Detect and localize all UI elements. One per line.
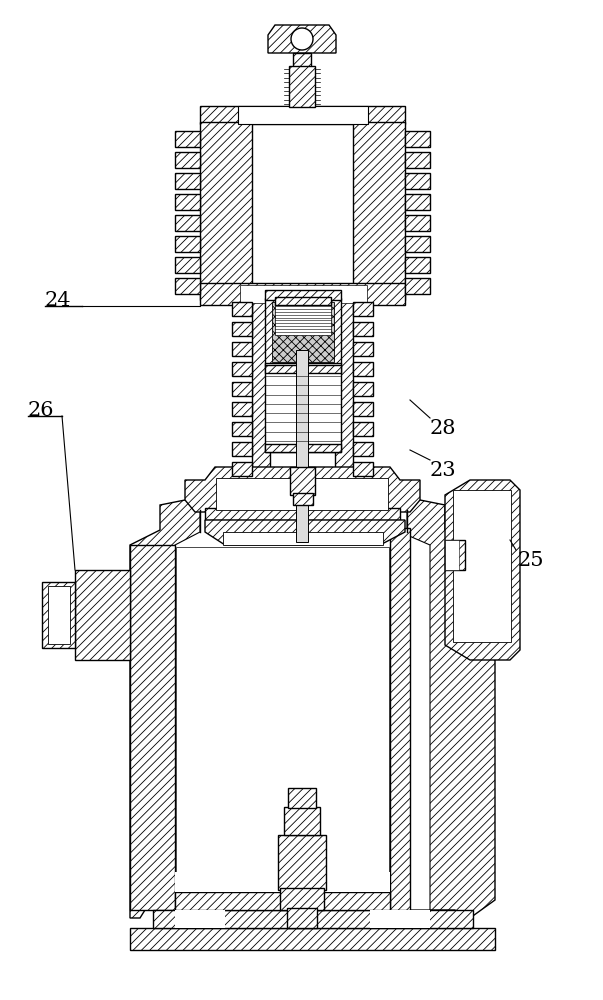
Bar [153,910,473,928]
Polygon shape [353,342,373,356]
Polygon shape [405,194,430,210]
Bar [252,297,270,482]
Bar [335,297,353,482]
Polygon shape [232,442,252,456]
Polygon shape [405,215,430,231]
Bar [216,478,388,510]
Bar [265,363,341,452]
Bar [275,297,331,305]
Bar [175,892,390,910]
Circle shape [291,28,313,50]
Bar [240,285,367,303]
Polygon shape [75,570,130,660]
Bar [293,493,313,505]
Bar [445,540,459,570]
Polygon shape [405,257,430,273]
Polygon shape [445,480,520,660]
Bar [284,807,320,835]
Bar [275,303,331,335]
Polygon shape [232,342,252,356]
Bar [175,910,225,928]
Bar [280,888,324,910]
Bar [238,106,368,124]
Bar [223,532,383,545]
Text: 25: 25 [518,550,545,570]
Text: 23: 23 [430,460,456,480]
Polygon shape [405,173,430,189]
Bar [445,540,465,570]
Polygon shape [175,194,200,210]
Polygon shape [232,322,252,336]
Polygon shape [232,422,252,436]
Polygon shape [175,131,200,147]
Polygon shape [268,25,336,53]
Polygon shape [353,442,373,456]
Polygon shape [353,462,373,476]
Polygon shape [353,422,373,436]
Bar [176,547,389,891]
Text: 28: 28 [430,418,456,438]
Bar [370,910,430,928]
Bar [272,302,334,362]
Polygon shape [42,582,75,648]
Bar [130,928,495,950]
Bar [176,547,389,891]
Bar [296,350,308,542]
Bar [265,365,341,373]
Polygon shape [232,362,252,376]
Polygon shape [405,236,430,252]
Text: 26: 26 [28,400,54,420]
Bar [200,283,405,305]
Polygon shape [405,131,430,147]
Bar [265,444,341,452]
Bar [48,586,70,644]
Bar [265,298,341,365]
Bar [205,508,400,520]
Polygon shape [175,236,200,252]
Bar [288,788,316,808]
Bar [200,106,405,124]
Bar [289,66,315,107]
Bar [200,122,252,300]
Polygon shape [175,173,200,189]
Bar [290,467,315,495]
Polygon shape [232,462,252,476]
Polygon shape [175,278,200,294]
Bar [287,908,317,928]
Bar [293,53,311,68]
Polygon shape [232,402,252,416]
Polygon shape [353,302,373,316]
Polygon shape [353,362,373,376]
Polygon shape [405,152,430,168]
Polygon shape [353,382,373,396]
Polygon shape [205,520,405,545]
Bar [278,835,326,890]
Polygon shape [175,510,430,910]
Polygon shape [130,545,175,910]
Polygon shape [185,467,420,512]
Polygon shape [232,382,252,396]
Bar [175,872,390,892]
Text: 24: 24 [45,290,72,310]
Polygon shape [175,215,200,231]
Polygon shape [353,402,373,416]
Polygon shape [175,152,200,168]
Polygon shape [175,257,200,273]
Polygon shape [130,500,495,928]
Polygon shape [405,278,430,294]
Bar [353,122,405,300]
Bar [270,297,335,482]
Polygon shape [232,302,252,316]
Polygon shape [353,322,373,336]
Bar [390,528,410,910]
Bar [265,290,341,300]
Bar [453,490,511,642]
